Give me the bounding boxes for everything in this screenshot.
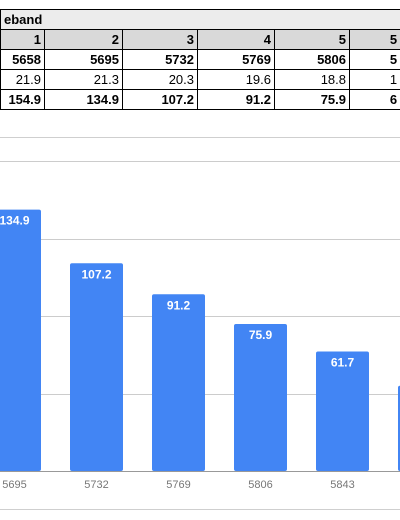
table-cell[interactable]: 134.9 — [44, 89, 123, 110]
column-header[interactable]: 4 — [197, 29, 275, 50]
bar[interactable] — [0, 209, 41, 471]
table-cell[interactable]: 91.2 — [197, 89, 275, 110]
data-label: 91.2 — [167, 298, 191, 312]
table-cell[interactable]: 5695 — [44, 49, 123, 70]
x-tick-label: 5769 — [166, 479, 190, 491]
bar[interactable] — [234, 323, 287, 471]
table-cell[interactable]: 154.9 — [0, 89, 45, 110]
data-label: 75.9 — [249, 328, 273, 342]
x-tick-label: 5695 — [2, 479, 26, 491]
data-label: 134.9 — [0, 214, 30, 228]
bar[interactable] — [70, 263, 123, 471]
table-cell[interactable]: 75.9 — [274, 89, 350, 110]
x-tick-label: 5806 — [248, 479, 272, 491]
data-label: 107.2 — [81, 267, 111, 281]
table-cell[interactable]: 107.2 — [122, 89, 198, 110]
x-tick-label: 5843 — [330, 479, 354, 491]
table-cell[interactable]: 19.6 — [197, 69, 275, 90]
data-table: eband 1 2 3 4 5 5 5658 5695 5732 5769 58… — [0, 9, 400, 110]
chart-bottom-border — [0, 509, 400, 510]
table-cell[interactable]: 6 — [348, 89, 400, 110]
data-label: 61.7 — [331, 355, 355, 369]
bar[interactable] — [316, 351, 369, 471]
table-cell[interactable]: 5658 — [0, 49, 45, 70]
x-tick-label: 5732 — [84, 479, 108, 491]
column-header[interactable]: 5 — [274, 29, 350, 50]
chart-top-border — [0, 137, 400, 138]
bar[interactable] — [152, 294, 205, 471]
